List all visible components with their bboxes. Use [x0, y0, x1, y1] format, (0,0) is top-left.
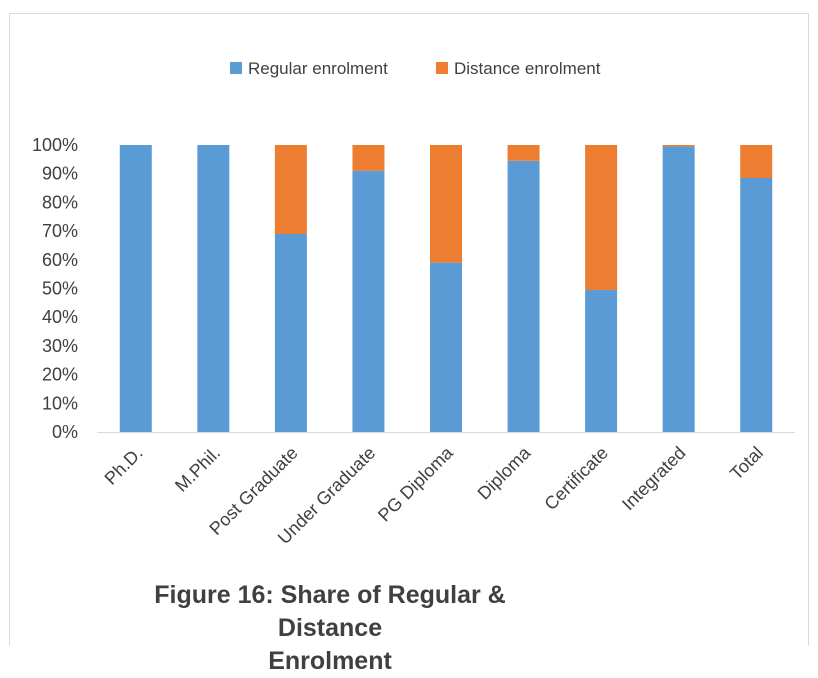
legend-swatch-1: [230, 62, 242, 74]
bar-segment-regular: [740, 178, 773, 432]
bar-segment-regular: [662, 146, 695, 432]
bar-segment-regular: [274, 233, 307, 432]
caption-line-1: Figure 16: Share of Regular & Distance: [154, 581, 506, 642]
x-tick-label: Diploma: [474, 442, 536, 504]
y-tick-label: 50%: [42, 279, 78, 299]
x-tick-label: Integrated: [618, 443, 689, 514]
y-tick-label: 60%: [42, 250, 78, 270]
bar-segment-regular: [119, 145, 152, 432]
chart-legend: Regular enrolment Distance enrolment: [230, 59, 601, 78]
bars-group: [119, 145, 773, 432]
y-tick-label: 90%: [42, 164, 78, 184]
y-tick-label: 0%: [52, 422, 78, 442]
x-tick-label: Total: [726, 443, 767, 484]
y-tick-label: 80%: [42, 192, 78, 212]
y-tick-label: 30%: [42, 336, 78, 356]
caption-line-2: Enrolment: [268, 647, 392, 675]
x-tick-label: Ph.D.: [101, 443, 147, 489]
bar-segment-regular: [430, 262, 462, 432]
y-tick-label: 40%: [42, 307, 78, 327]
y-tick-label: 100%: [32, 135, 78, 155]
bar-segment-regular: [507, 160, 540, 432]
x-tick-label: Certificate: [540, 443, 611, 514]
y-tick-label: 10%: [42, 393, 78, 413]
bar-segment-distance: [662, 145, 695, 147]
x-tick-label: PG Diploma: [374, 442, 457, 525]
legend-swatch-2: [436, 62, 448, 74]
y-tick-label: 70%: [42, 221, 78, 241]
bar-segment-distance: [274, 145, 307, 234]
bar-segment-distance: [352, 145, 385, 171]
bar-segment-distance: [430, 145, 462, 263]
chart-frame: [9, 13, 809, 646]
bar-segment-distance: [740, 145, 773, 179]
bar-segment-regular: [585, 289, 618, 432]
y-tick-label: 20%: [42, 365, 78, 385]
stacked-bar-chart: Regular enrolment Distance enrolment 0% 10…: [32, 59, 795, 548]
bar-segment-distance: [507, 145, 540, 161]
legend-label-2: Distance enrolment: [454, 59, 601, 78]
bar-segment-regular: [197, 145, 230, 432]
legend-label-1: Regular enrolment: [248, 59, 388, 78]
y-axis: 0% 10% 20% 30% 40% 50% 60% 70% 80% 90% 100%: [32, 135, 78, 442]
bar-segment-distance: [585, 145, 618, 290]
figure-caption: Figure 16: Share of Regular & Distance E…: [100, 579, 560, 678]
x-tick-label: M.Phil.: [171, 443, 224, 496]
bar-segment-regular: [352, 170, 385, 432]
